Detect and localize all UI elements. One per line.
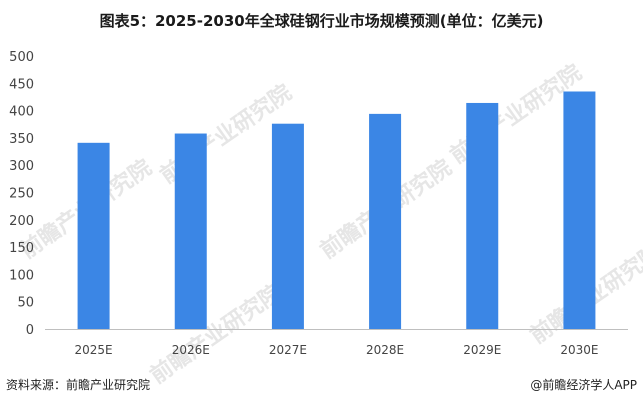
x-tick-label: 2028E (366, 343, 404, 357)
y-tick-label: 400 (9, 105, 34, 120)
y-tick-label: 450 (9, 77, 34, 92)
y-tick-label: 250 (9, 187, 34, 202)
y-tick-label: 350 (9, 132, 34, 147)
y-tick-label: 300 (9, 159, 34, 174)
x-tick-label: 2030E (560, 343, 598, 357)
watermark-text: 前瞻产业研究院 (145, 279, 286, 389)
y-tick-label: 500 (9, 50, 34, 65)
bar-2028E (369, 113, 402, 329)
x-tick-label: 2025E (75, 343, 113, 357)
bar-2026E (174, 133, 207, 329)
y-tick-label: 150 (9, 241, 34, 256)
x-tick-label: 2029E (463, 343, 501, 357)
bar-series (77, 91, 596, 330)
x-tick-label: 2026E (172, 343, 210, 357)
bar-2029E (466, 102, 499, 330)
y-tick-label: 100 (9, 268, 34, 283)
bar-2025E (77, 142, 110, 329)
bar-2027E (271, 123, 304, 329)
source-note: 资料来源：前瞻产业研究院 (6, 378, 151, 392)
credit-note: @前瞻经济学人APP (530, 378, 637, 392)
chart-title: 图表5：2025-2030年全球硅钢行业市场规模预测(单位：亿美元) (99, 12, 544, 30)
y-tick-label: 0 (26, 323, 34, 338)
y-tick-label: 50 (17, 296, 34, 311)
x-axis: 2025E 2026E 2027E 2028E 2029E 2030E (45, 329, 628, 357)
y-tick-label: 200 (9, 214, 34, 229)
bar-2030E (563, 91, 596, 330)
x-tick-label: 2027E (269, 343, 307, 357)
y-axis: 0 50 100 150 200 250 300 350 400 450 500 (9, 50, 34, 338)
